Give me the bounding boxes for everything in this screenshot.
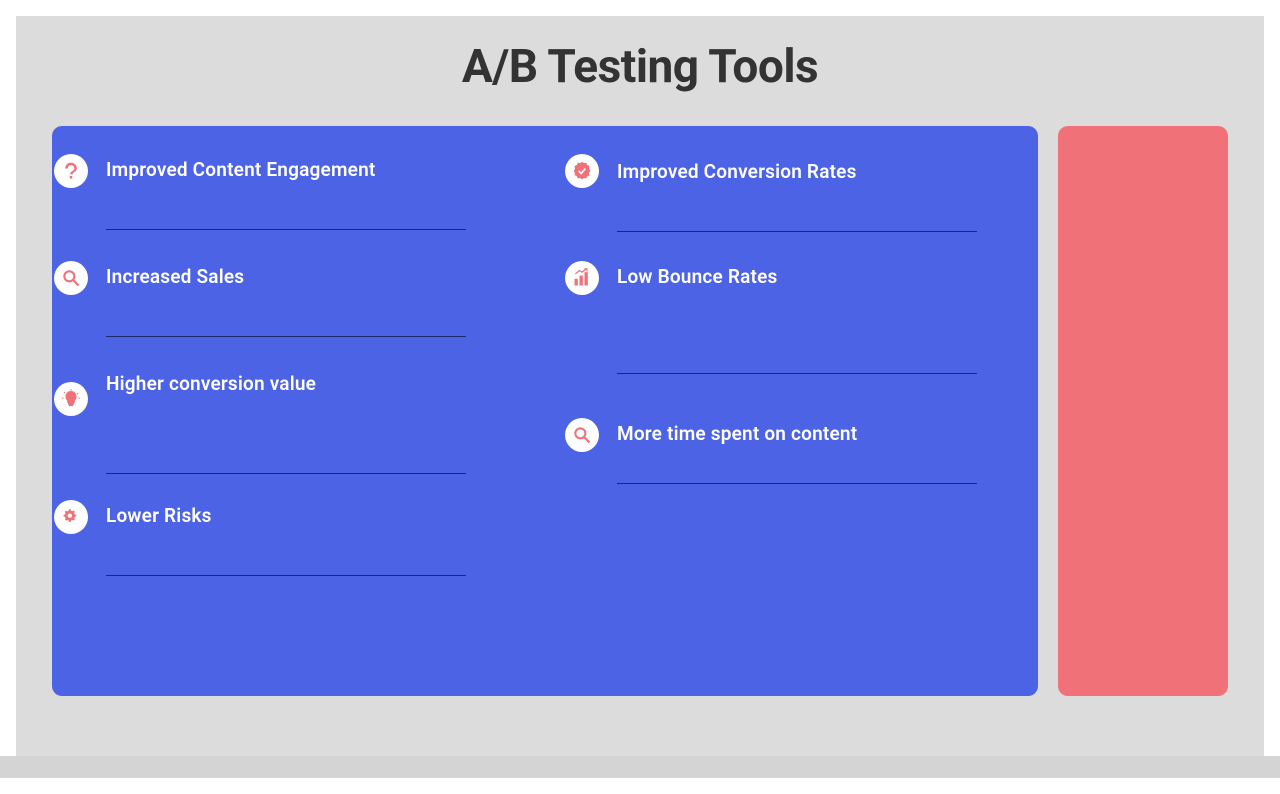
- benefit-item: Low Bounce Rates: [555, 261, 998, 381]
- benefit-item: Improved Conversion Rates: [555, 154, 998, 249]
- bar-chart-up-icon: [565, 261, 599, 295]
- benefit-label: Low Bounce Rates: [617, 265, 998, 288]
- footer-strip: [0, 756, 1280, 778]
- benefit-item: Improved Content Engagement: [72, 154, 515, 249]
- benefit-label: Lower Risks: [106, 504, 515, 527]
- divider: [106, 229, 466, 230]
- benefit-label: More time spent on content: [617, 422, 998, 445]
- benefit-item: Lower Risks: [72, 500, 515, 595]
- magnifier-icon: [565, 418, 599, 452]
- divider: [617, 373, 977, 374]
- divider: [106, 473, 466, 474]
- benefit-label: Higher conversion value: [106, 372, 515, 395]
- benefits-column-left: Improved Content Engagement Increased Sa…: [72, 154, 515, 668]
- gears-icon: [54, 500, 88, 534]
- panels-row: Improved Content Engagement Increased Sa…: [52, 126, 1228, 696]
- benefit-item: Higher conversion value: [72, 368, 515, 488]
- lightbulb-icon: [54, 382, 88, 416]
- benefits-column-right: Improved Conversion Rates Low Bounce Rat…: [555, 154, 998, 668]
- benefit-label: Improved Content Engagement: [106, 158, 515, 181]
- divider: [617, 231, 977, 232]
- accent-panel: [1058, 126, 1228, 696]
- magnifier-icon: [54, 261, 88, 295]
- infographic-container: A/B Testing Tools Improved Content Engag…: [16, 16, 1264, 756]
- benefits-panel: Improved Content Engagement Increased Sa…: [52, 126, 1038, 696]
- divider: [106, 336, 466, 337]
- benefit-label: Improved Conversion Rates: [617, 158, 998, 183]
- benefit-item: Increased Sales: [72, 261, 515, 356]
- divider: [617, 483, 977, 484]
- benefit-label: Increased Sales: [106, 265, 515, 288]
- question-icon: [54, 154, 88, 188]
- badge-check-icon: [565, 154, 599, 188]
- page-title: A/B Testing Tools: [52, 40, 1228, 94]
- divider: [106, 575, 466, 576]
- benefit-item: More time spent on content: [555, 418, 998, 513]
